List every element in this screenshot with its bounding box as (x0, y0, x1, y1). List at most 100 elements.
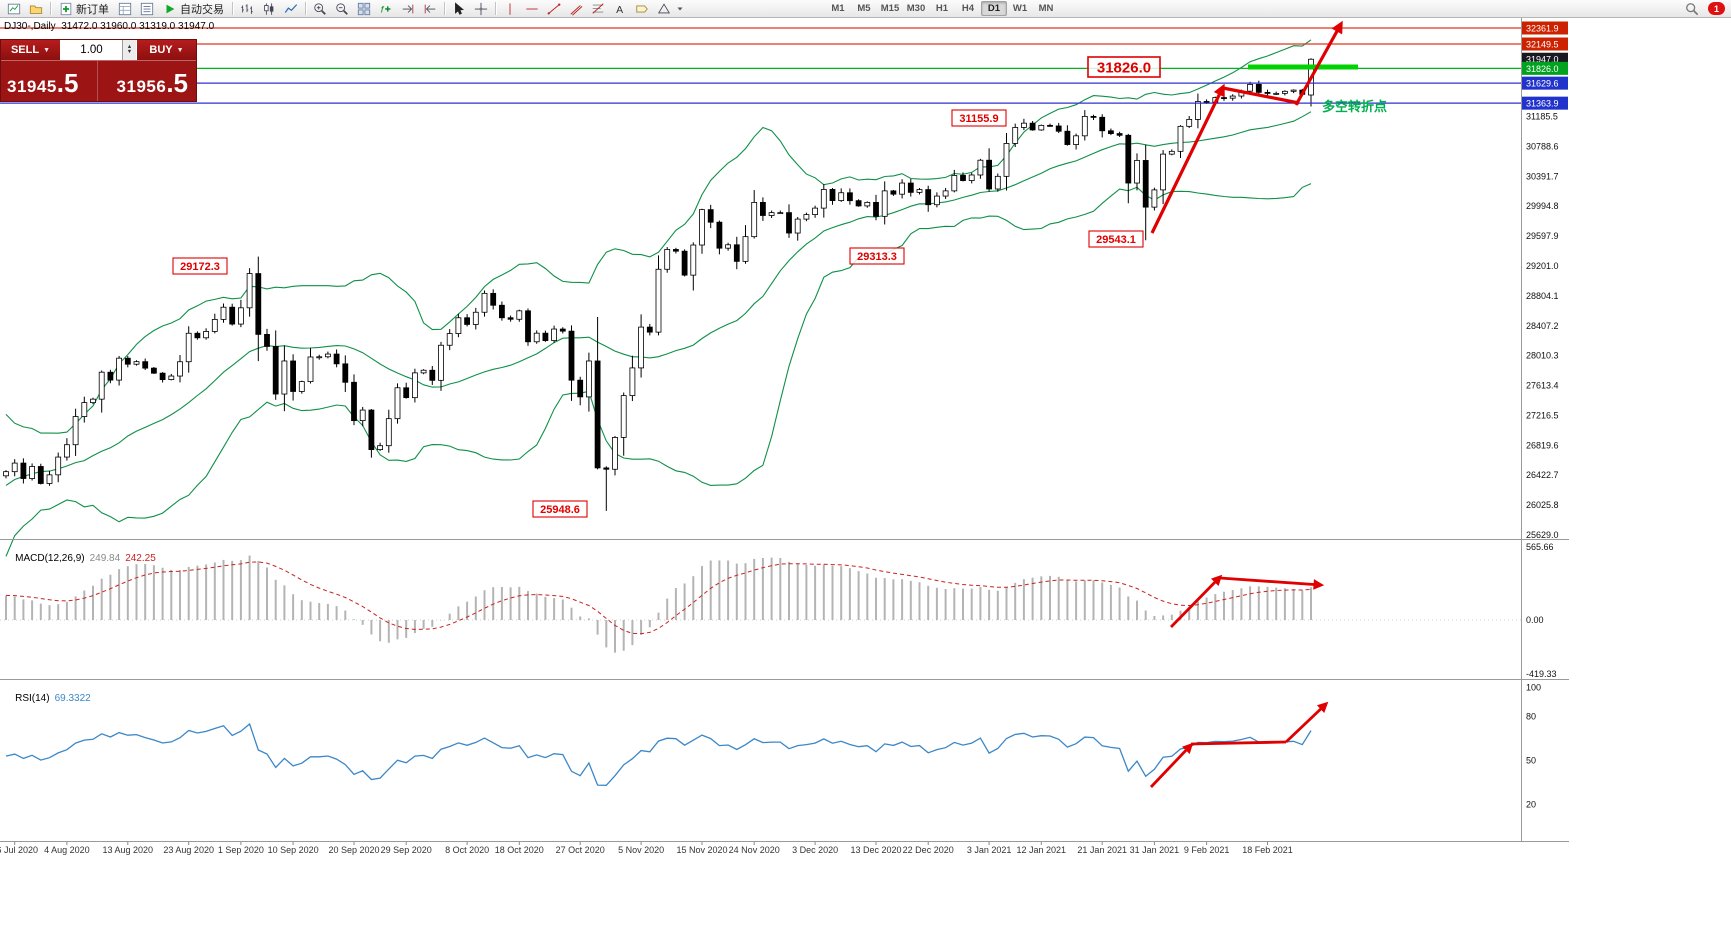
toolbar: 新订单 自动交易 f (0, 0, 1731, 18)
timeframe-button-m5[interactable]: M5 (851, 1, 877, 16)
svg-text:10 Sep 2020: 10 Sep 2020 (268, 845, 319, 855)
new-order-button[interactable]: 新订单 (54, 1, 114, 17)
spinner-up-icon[interactable]: ▲ (126, 44, 133, 50)
new-order-icon (60, 2, 72, 15)
trend-arrow (1285, 701, 1329, 744)
bar-chart-icon[interactable] (236, 1, 258, 17)
price-annotation-box (172, 257, 228, 275)
svg-text:32149.5: 32149.5 (1526, 39, 1559, 49)
auto-trading-button[interactable]: 自动交易 (158, 1, 229, 17)
trendline-tool-icon[interactable] (543, 1, 565, 17)
channel-tool-icon[interactable] (565, 1, 587, 17)
buy-price[interactable]: 31956.5 (97, 61, 196, 101)
svg-text:29597.9: 29597.9 (1526, 231, 1559, 241)
auto-scroll-icon[interactable] (397, 1, 419, 17)
text-label-tool-icon[interactable] (631, 1, 653, 17)
timeframe-button-m15[interactable]: M15 (877, 1, 903, 16)
price-annotation-box (849, 247, 905, 265)
rsi-value: 69.3322 (54, 693, 91, 704)
svg-text:24 Nov 2020: 24 Nov 2020 (729, 845, 780, 855)
market-watch-icon[interactable] (114, 1, 136, 17)
timeframe-button-m1[interactable]: M1 (825, 1, 851, 16)
svg-text:9 Feb 2021: 9 Feb 2021 (1184, 845, 1230, 855)
svg-text:13 Dec 2020: 13 Dec 2020 (850, 845, 901, 855)
rsi-indicator-label: RSI(14) 69.3322 (4, 682, 91, 715)
chart-profiles-icon[interactable] (25, 1, 47, 17)
svg-text:31 Jan 2021: 31 Jan 2021 (1130, 845, 1180, 855)
svg-text:31826.0: 31826.0 (1526, 64, 1559, 74)
volume-spinner[interactable]: ▲ ▼ (122, 40, 136, 60)
svg-text:12 Jan 2021: 12 Jan 2021 (1017, 845, 1067, 855)
zoom-out-icon[interactable] (331, 1, 353, 17)
svg-text:31363.9: 31363.9 (1526, 99, 1559, 109)
buy-button[interactable]: BUY ▼ (137, 40, 196, 60)
trend-arrow (1294, 20, 1343, 106)
timeframe-button-mn[interactable]: MN (1033, 1, 1059, 16)
timeframe-button-h1[interactable]: H1 (929, 1, 955, 16)
svg-text:27613.4: 27613.4 (1526, 381, 1559, 391)
horizontal-levels[interactable] (0, 27, 1521, 104)
annotations-layer[interactable]: 29172.3 25948.6 31155.9 29313.3 29543.1 31826… (172, 20, 1387, 788)
price-annotation-box (1087, 56, 1161, 78)
one-click-price-row: 31945.5 31956.5 (1, 61, 196, 101)
search-icon[interactable] (1681, 1, 1703, 17)
tile-windows-icon[interactable] (353, 1, 375, 17)
svg-text:31629.6: 31629.6 (1526, 79, 1559, 89)
sell-price[interactable]: 31945.5 (7, 68, 79, 98)
notification-badge[interactable]: 1 (1708, 2, 1725, 15)
spinner-down-icon[interactable]: ▼ (126, 49, 133, 55)
svg-text:31185.5: 31185.5 (1526, 112, 1558, 122)
cursor-icon[interactable] (448, 1, 470, 17)
shapes-tool-icon[interactable] (653, 1, 675, 17)
candles-layer (3, 58, 1314, 511)
toolbar-right-group: 1 (1681, 1, 1728, 17)
svg-text:100: 100 (1526, 683, 1541, 693)
auto-trading-icon (166, 4, 175, 13)
price-axis[interactable]: 31185.5 30788.6 30391.7 29994.8 29597.9 29201… (1522, 21, 1568, 810)
candlestick-chart-icon[interactable] (258, 1, 280, 17)
svg-text:26422.7: 26422.7 (1526, 470, 1559, 480)
svg-text:20 Sep 2020: 20 Sep 2020 (328, 845, 379, 855)
svg-text:565.66: 565.66 (1526, 542, 1554, 552)
svg-text:29543.1: 29543.1 (1096, 234, 1136, 246)
vertical-line-tool-icon[interactable] (499, 1, 521, 17)
crosshair-icon[interactable] (470, 1, 492, 17)
svg-text:31826.0: 31826.0 (1097, 59, 1151, 76)
svg-text:4 Aug 2020: 4 Aug 2020 (44, 845, 90, 855)
svg-text:18 Feb 2021: 18 Feb 2021 (1242, 845, 1293, 855)
fibonacci-tool-icon[interactable] (587, 1, 609, 17)
line-chart-icon[interactable] (280, 1, 302, 17)
svg-text:28010.3: 28010.3 (1526, 351, 1559, 361)
chart-shift-icon[interactable] (419, 1, 441, 17)
buy-dropdown-icon[interactable]: ▼ (176, 46, 184, 54)
svg-text:3 Dec 2020: 3 Dec 2020 (792, 845, 838, 855)
timeframe-button-w1[interactable]: W1 (1007, 1, 1033, 16)
sell-button[interactable]: SELL ▼ (1, 40, 60, 60)
text-tool-icon[interactable]: A (609, 1, 631, 17)
timeframe-button-h4[interactable]: H4 (955, 1, 981, 16)
svg-text:30391.7: 30391.7 (1526, 171, 1559, 181)
timeframe-toolbar: M1 M5 M15 M30 H1 H4 D1 W1 MN (825, 1, 1059, 16)
svg-text:23 Aug 2020: 23 Aug 2020 (163, 845, 214, 855)
svg-text:50: 50 (1526, 756, 1536, 766)
navigator-icon[interactable] (136, 1, 158, 17)
sell-dropdown-icon[interactable]: ▼ (43, 46, 51, 54)
svg-text:15 Nov 2020: 15 Nov 2020 (676, 845, 727, 855)
trend-arrow (1222, 86, 1300, 105)
svg-text:32361.9: 32361.9 (1526, 24, 1559, 34)
shapes-dropdown-icon[interactable] (675, 1, 685, 17)
bollinger-bands (5, 39, 1312, 557)
svg-text:31155.9: 31155.9 (959, 113, 998, 125)
timeframe-button-m30[interactable]: M30 (903, 1, 929, 16)
zoom-in-icon[interactable] (309, 1, 331, 17)
timeframe-button-d1[interactable]: D1 (981, 1, 1007, 16)
rsi-panel (5, 722, 1312, 786)
toolbar-separator (50, 2, 51, 15)
horizontal-line-tool-icon[interactable] (521, 1, 543, 17)
volume-field[interactable]: 1.00 ▲ ▼ (60, 40, 137, 60)
new-chart-icon[interactable] (3, 1, 25, 17)
indicators-icon[interactable]: f (375, 1, 397, 17)
time-axis[interactable]: 26 Jul 2020 4 Aug 2020 13 Aug 2020 23 Aug 2… (0, 842, 1293, 855)
